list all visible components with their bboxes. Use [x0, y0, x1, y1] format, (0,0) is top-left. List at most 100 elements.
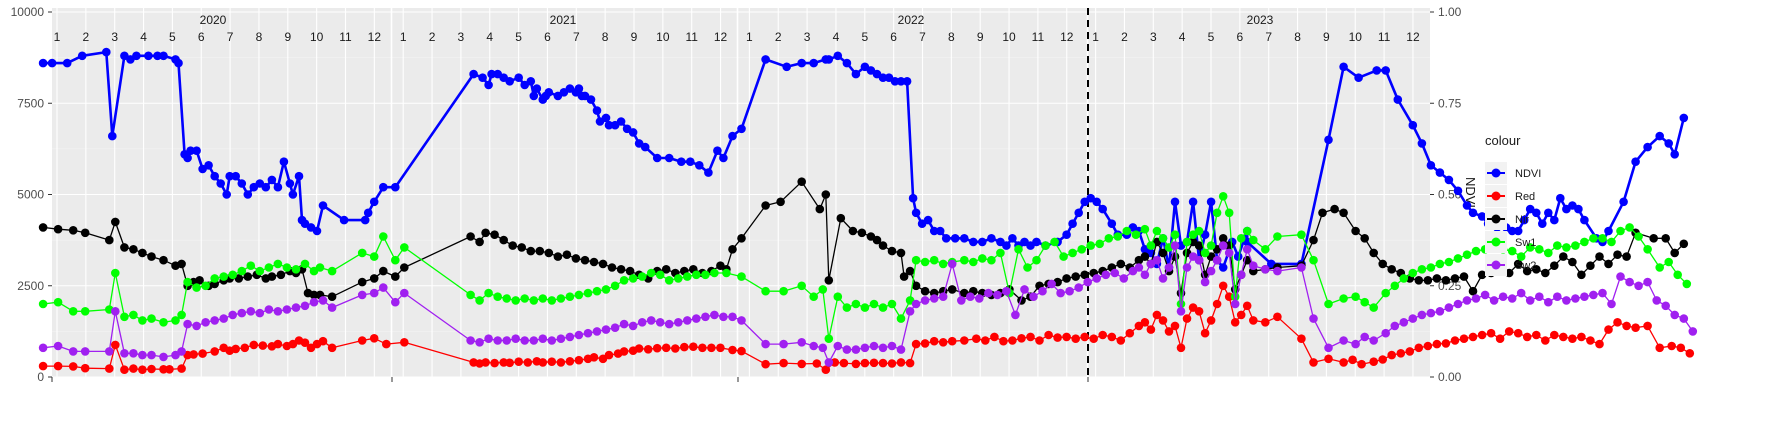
data-point-sw2 [1236, 270, 1246, 280]
data-point-sw2 [1553, 292, 1562, 302]
data-point-nir [1441, 276, 1451, 285]
data-point-ndvi [1468, 208, 1478, 218]
legend-entry-label: Red [1515, 191, 1535, 203]
data-point-red [830, 358, 840, 367]
data-point-sw2 [159, 352, 168, 362]
data-point-nir [1522, 266, 1532, 276]
data-point-sw1 [960, 255, 969, 265]
data-point-ndvi [628, 128, 638, 137]
data-point-nir [911, 281, 921, 291]
data-point-sw2 [38, 343, 48, 353]
data-point-red [165, 365, 174, 374]
data-point-red [318, 336, 328, 346]
data-point-ndvi [210, 171, 219, 181]
legend-key-point [1491, 191, 1501, 201]
data-point-red [1206, 316, 1216, 325]
data-point-nir [1679, 239, 1689, 249]
data-point-ndvi [132, 51, 141, 61]
data-point-red [1613, 318, 1622, 327]
data-point-ndvi [273, 182, 283, 192]
data-point-ndvi [318, 201, 328, 210]
data-point-sw1 [511, 296, 520, 305]
data-point-sw2 [201, 318, 210, 327]
data-point-sw1 [583, 288, 593, 298]
month-label: 7 [1265, 30, 1272, 44]
data-point-red [680, 342, 689, 352]
data-point-red [1146, 325, 1156, 334]
data-point-red [1568, 334, 1577, 344]
data-point-ndvi [616, 117, 626, 126]
data-point-sw2 [809, 341, 818, 351]
data-point-red [1035, 336, 1044, 345]
data-point-sw1 [291, 265, 301, 274]
data-point-sw2 [1230, 299, 1240, 309]
data-point-ndvi [911, 208, 921, 218]
data-point-ndvi [487, 69, 496, 79]
data-point-sw2 [701, 312, 710, 322]
data-point-sw1 [1507, 246, 1517, 256]
data-point-sw1 [1041, 241, 1050, 250]
data-point-sw2 [1462, 296, 1472, 305]
data-point-sw2 [1426, 308, 1436, 318]
data-point-red [1182, 314, 1192, 323]
data-point-sw1 [1634, 232, 1643, 241]
data-point-sw2 [824, 358, 834, 367]
data-point-sw1 [1297, 230, 1306, 239]
data-point-sw2 [1516, 288, 1526, 298]
data-point-red [689, 342, 698, 352]
data-point-sw1 [1014, 245, 1023, 254]
data-point-sw2 [219, 314, 228, 323]
data-point-sw2 [1056, 288, 1065, 298]
data-point-sw1 [701, 270, 710, 280]
data-point-red [1655, 343, 1664, 353]
data-point-nir [553, 252, 563, 261]
data-point-ndvi [514, 73, 523, 82]
data-point-nir [138, 248, 147, 258]
data-point-ndvi [1550, 215, 1559, 225]
data-point-red [1170, 321, 1180, 331]
data-point-sw2 [984, 288, 993, 298]
data-point-red [1176, 343, 1186, 353]
data-point-sw2 [1525, 296, 1535, 305]
data-point-sw1 [1309, 255, 1318, 265]
data-point-sw1 [379, 232, 388, 241]
data-point-ndvi [601, 113, 611, 123]
data-point-sw2 [1381, 328, 1390, 338]
data-point-red [273, 339, 283, 349]
data-point-sw2 [1011, 310, 1020, 320]
data-point-sw1 [1381, 288, 1390, 298]
data-point-sw1 [887, 299, 897, 309]
data-point-red [1477, 330, 1487, 340]
data-point-sw1 [929, 255, 939, 265]
data-point-nir [848, 226, 858, 236]
month-label: 9 [1323, 30, 1330, 44]
data-point-sw1 [237, 266, 247, 276]
data-point-sw2 [357, 290, 367, 300]
data-point-sw2 [692, 314, 701, 323]
data-point-red [1595, 339, 1604, 349]
data-point-ndvi [1393, 95, 1403, 104]
data-point-sw2 [1634, 281, 1643, 291]
data-point-ndvi [1519, 215, 1529, 225]
data-point-nir [887, 246, 897, 256]
data-point-sw1 [737, 272, 746, 281]
data-point-red [1080, 332, 1089, 342]
data-point-sw1 [1249, 235, 1258, 245]
data-point-ndvi [1631, 157, 1640, 166]
data-point-sw2 [1480, 290, 1490, 300]
data-point-ndvi [586, 95, 596, 104]
data-point-ndvi [1068, 219, 1077, 228]
data-point-red [147, 364, 156, 374]
data-point-sw2 [327, 303, 337, 312]
month-label: 1 [746, 30, 753, 44]
data-point-ndvi [935, 226, 945, 236]
data-point-sw2 [1417, 310, 1427, 320]
data-point-nir [1140, 252, 1150, 261]
data-point-ndvi [902, 77, 912, 86]
data-point-sw2 [628, 321, 638, 331]
data-point-red [490, 358, 499, 368]
data-point-sw1 [466, 290, 475, 300]
month-label: 11 [339, 30, 352, 44]
data-point-red [661, 343, 671, 353]
